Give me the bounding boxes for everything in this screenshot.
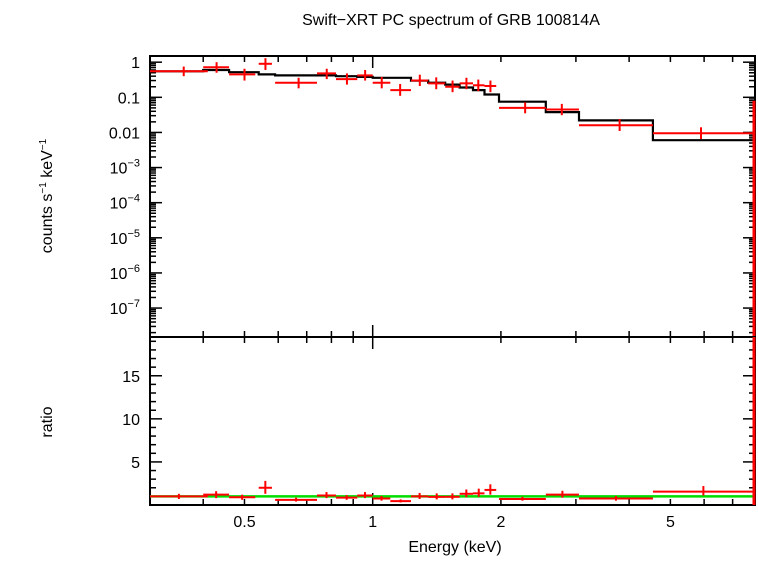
spectrum-data-point — [578, 119, 653, 131]
energy-axis-label: Energy (keV) — [408, 539, 501, 556]
y-tick-label: 0.01 — [109, 125, 140, 142]
ratio-data-point — [652, 486, 754, 496]
y-tick-label-exponent: −5 — [127, 228, 140, 240]
ratio-data-point — [445, 493, 460, 500]
ratio-data-point — [473, 488, 485, 497]
spectrum-data-point — [445, 80, 460, 93]
ratio-data-point — [258, 480, 272, 494]
counts-axis-label-main: counts s — [39, 194, 56, 254]
spectrum-data-point — [459, 77, 474, 90]
counts-axis-label-exp2: −1 — [38, 138, 49, 150]
ratio-data-point — [410, 492, 429, 499]
y-tick-label-base: 1 — [131, 55, 140, 72]
x-tick-label: 1 — [368, 514, 377, 531]
spectrum-data-point — [428, 77, 446, 90]
y-tick-label: 10−4 — [110, 193, 140, 213]
spectrum-data-point — [229, 68, 256, 81]
spectrum-data-point — [317, 68, 336, 80]
spectrum-data-point — [372, 76, 391, 89]
ratio-data-point — [390, 499, 411, 503]
ratio-data-point — [357, 492, 373, 499]
y-tick-label-base: 0.1 — [118, 90, 140, 107]
ratio-data-point — [317, 492, 336, 499]
y-tick-label-base: 10 — [110, 301, 128, 318]
y-tick-label-exponent: −3 — [127, 158, 140, 170]
ratio-tick-label: 10 — [122, 412, 140, 429]
ratio-data-point — [428, 493, 446, 500]
ratio-data-point — [484, 484, 497, 495]
ratio-axis-label: ratio — [39, 406, 56, 437]
y-tick-label-exponent: −6 — [127, 263, 140, 275]
ratio-data-point — [335, 495, 358, 500]
ratio-data-point — [150, 493, 208, 499]
ratio-data-point — [372, 495, 391, 501]
ratio-panel: 0.5 1 2 5 5 10 15 — [122, 336, 756, 531]
ratio-data-point — [459, 489, 474, 498]
ratio-data-point — [499, 496, 546, 501]
spectrum-data-point — [203, 62, 230, 73]
y-tick-label-base: 10 — [110, 161, 128, 178]
counts-axis-label: counts s−1 keV−1 — [38, 138, 56, 253]
y-tick-label-base: 10 — [110, 266, 128, 283]
y-tick-label-base: 10 — [110, 231, 128, 248]
chart-title: Swift−XRT PC spectrum of GRB 100814A — [302, 12, 600, 29]
spectrum-data-point — [258, 58, 272, 70]
y-tick-label: 10−7 — [110, 298, 140, 318]
spectrum-data-point — [410, 74, 429, 86]
spectrum-data-point — [484, 80, 497, 93]
ratio-data-point — [203, 491, 230, 499]
spectrum-data-point — [150, 66, 208, 77]
x-tick-label: 0.5 — [233, 514, 255, 531]
ratio-data-point — [229, 494, 256, 500]
x-tick-label: 5 — [666, 514, 675, 531]
ratio-data-point — [275, 497, 318, 502]
y-tick-label: 10−6 — [110, 263, 140, 283]
y-tick-label: 10−5 — [110, 228, 140, 248]
y-tick-label: 0.1 — [118, 90, 140, 107]
y-tick-label-exponent: −7 — [127, 298, 140, 310]
x-tick-label: 2 — [496, 514, 505, 531]
spectrum-data-point — [652, 127, 754, 140]
spectrum-data-point — [335, 73, 358, 85]
counts-axis-label-exp1: −1 — [38, 182, 49, 194]
y-tick-label: 10−3 — [110, 158, 140, 178]
y-tick-label-base: 10 — [110, 196, 128, 213]
ratio-data-point — [578, 495, 653, 501]
counts-panel-frame — [149, 55, 756, 338]
ratio-panel-frame — [149, 336, 756, 506]
spectrum-data-point — [545, 103, 579, 116]
spectrum-data-point — [357, 69, 373, 81]
y-tick-label-base: 0.01 — [109, 125, 140, 142]
ratio-tick-label: 15 — [122, 369, 140, 386]
spectrum-data-point — [275, 77, 318, 89]
ratio-tick-label: 5 — [131, 455, 140, 472]
spectrum-data-point — [390, 83, 411, 96]
counts-axis-label-mid: keV — [39, 150, 56, 182]
y-tick-label: 1 — [131, 55, 140, 72]
spectrum-data-point — [473, 79, 485, 92]
y-tick-label-exponent: −4 — [127, 193, 140, 205]
ratio-data-point — [545, 490, 579, 498]
model-step-line — [150, 68, 754, 142]
spectrum-data-point — [499, 102, 546, 114]
